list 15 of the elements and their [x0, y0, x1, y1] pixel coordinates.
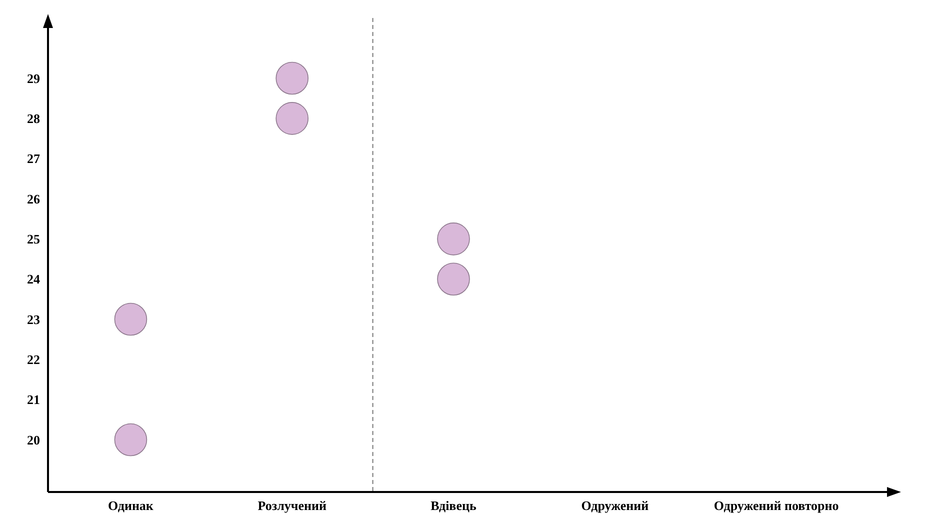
y-tick-label: 27: [27, 151, 40, 166]
x-tick-label: Одружений повторно: [714, 498, 839, 513]
y-tick-label: 25: [27, 231, 40, 246]
y-tick-label: 26: [27, 191, 40, 206]
y-tick-label: 29: [27, 70, 40, 86]
x-tick-label: Одинак: [108, 498, 154, 513]
y-tick-label: 21: [27, 392, 40, 408]
y-tick-label: 20: [27, 432, 40, 448]
x-tick-label: Одружений: [581, 498, 650, 513]
x-tick-label: Розлучений: [258, 498, 327, 513]
y-tick-label: 23: [27, 312, 40, 327]
y-tick-label: 24: [27, 272, 40, 287]
y-tick-label: 22: [27, 352, 40, 367]
x-tick-label: Вдівець: [430, 498, 476, 513]
y-tick-label: 28: [27, 110, 40, 126]
